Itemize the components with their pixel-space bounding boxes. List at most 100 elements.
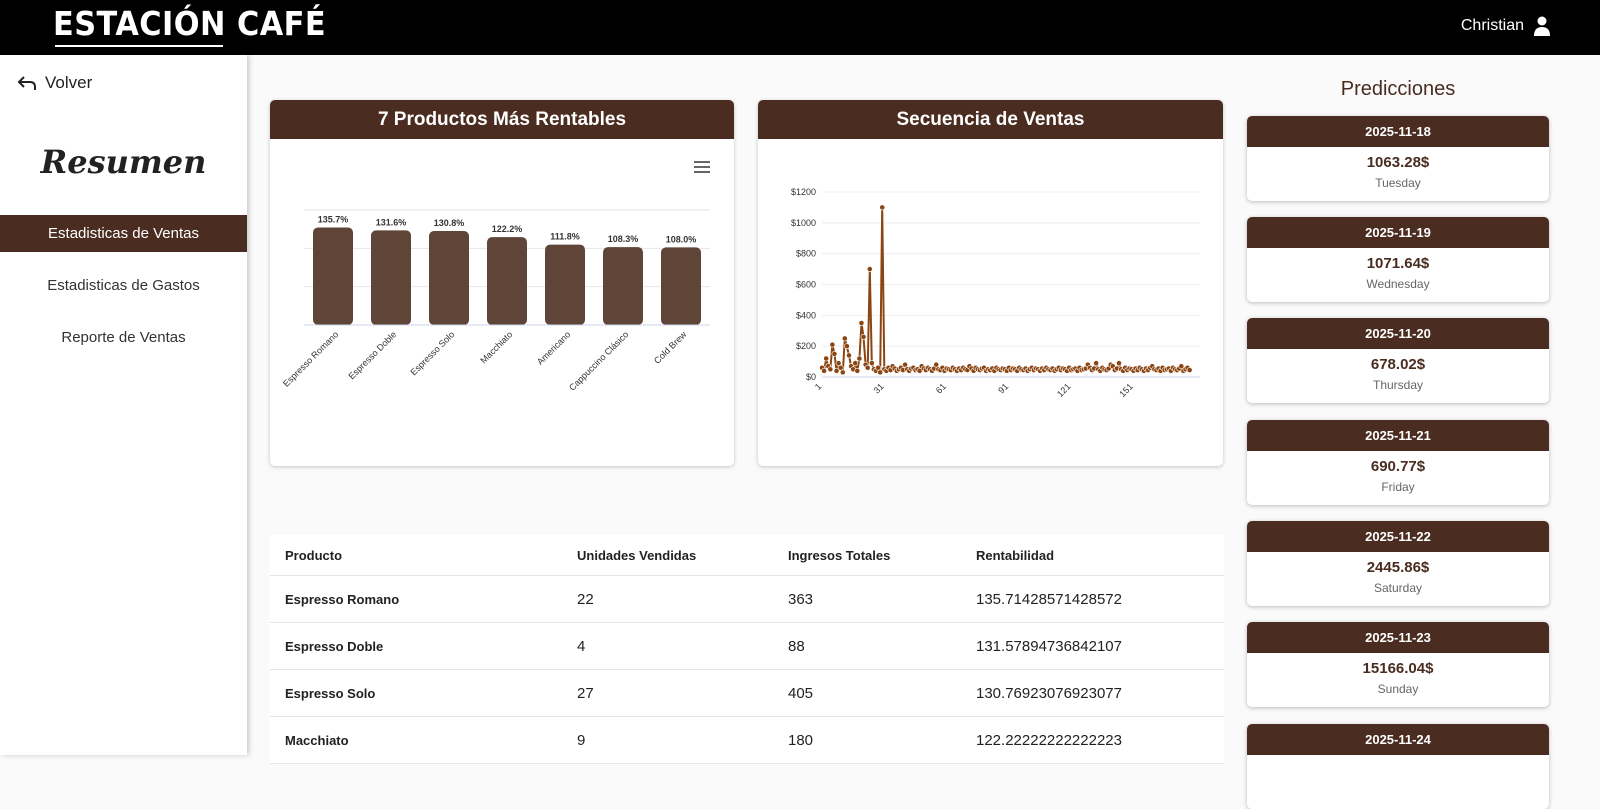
chart-menu-icon[interactable] (694, 158, 710, 176)
logo[interactable]: ESTACIÓN CAFÉ (53, 4, 327, 43)
y-tick-label: $1200 (791, 187, 816, 197)
x-tick-label: 61 (934, 381, 948, 395)
sidebar-item-reporte-ventas[interactable]: Reporte de Ventas (61, 329, 186, 346)
bar (661, 247, 701, 325)
bar (545, 244, 585, 325)
data-point (875, 364, 881, 371)
data-point (1178, 363, 1185, 370)
table-row: Espresso Romano 22 363 135.7142857142857… (270, 576, 1224, 623)
bar-data-label: 130.8% (434, 218, 465, 228)
bar-data-label: 108.3% (608, 234, 639, 244)
data-point (902, 361, 908, 368)
bar-data-label: 122.2% (492, 224, 523, 234)
cell-rentabilidad: 135.71428571428572 (976, 590, 1122, 608)
sidebar: Volver Resumen Estadisticas de Ventas Es… (0, 55, 247, 755)
back-label: Volver (45, 73, 93, 92)
data-point (831, 350, 838, 357)
x-tick-label: Espresso Doble (346, 329, 398, 381)
y-tick-label: $200 (796, 341, 816, 351)
cell-ingresos: 363 (788, 590, 814, 608)
x-tick-label: Cold Brew (652, 329, 689, 366)
prediction-date: 2025-11-19 (1247, 217, 1549, 248)
data-point (854, 367, 861, 374)
user-name: Christian (1460, 17, 1524, 34)
prediction-card: 2025-11-19 1071.64$ Wednesday (1247, 217, 1549, 302)
data-point (879, 204, 886, 211)
prediction-day: Wednesday (1366, 277, 1430, 291)
back-arrow-icon (17, 76, 36, 90)
sales-table: Producto Unidades Vendidas Ingresos Tota… (270, 535, 1224, 764)
data-point (844, 343, 850, 350)
bar-data-label: 135.7% (318, 214, 349, 224)
x-tick-label: Cappuccino Clásico (567, 329, 630, 392)
bar (487, 237, 527, 325)
prediction-card: 2025-11-20 678.02$ Thursday (1247, 318, 1549, 403)
prediction-value: 1063.28$ (1366, 154, 1430, 171)
sidebar-item-estadisticas-gastos[interactable]: Estadisticas de Gastos (47, 277, 200, 294)
prediction-day: Thursday (1372, 378, 1424, 392)
table-row: Macchiato 9 180 122.22222222222223 (270, 717, 1224, 764)
x-tick-label: 121 (1055, 381, 1073, 399)
y-tick-label: $800 (796, 249, 816, 259)
sales-series-line (821, 207, 1191, 374)
y-tick-label: $0 (806, 372, 816, 382)
data-point (852, 360, 859, 367)
data-point (823, 355, 830, 362)
data-point (877, 369, 884, 376)
data-point (837, 364, 844, 371)
table-header-unidades: Unidades Vendidas (577, 547, 697, 563)
cell-unidades: 9 (577, 731, 586, 749)
user-icon (1534, 16, 1550, 36)
prediction-date: 2025-11-21 (1247, 420, 1549, 451)
data-point (1116, 360, 1122, 367)
table-header-producto: Producto (285, 547, 343, 563)
prediction-date: 2025-11-20 (1247, 318, 1549, 349)
sidebar-item-estadisticas-ventas[interactable]: Estadisticas de Ventas (0, 215, 247, 252)
cell-ingresos: 180 (788, 731, 814, 749)
top-bar: ESTACIÓN CAFÉ Christian (0, 0, 1600, 55)
prediction-date: 2025-11-24 (1247, 724, 1549, 755)
cell-rentabilidad: 131.57894736842107 (976, 637, 1122, 655)
data-point (864, 364, 871, 371)
cell-unidades: 4 (577, 637, 586, 655)
cell-producto: Espresso Romano (285, 591, 400, 607)
data-point (835, 360, 842, 367)
prediction-day: Sunday (1377, 682, 1419, 696)
table-header-row: Producto Unidades Vendidas Ingresos Tota… (270, 535, 1224, 576)
data-point (833, 367, 840, 374)
line-chart-card: Secuencia de Ventas $0 $200 $400 $600 $800 $1… (758, 100, 1223, 466)
bar-chart-card: 7 Productos Más Rentables 135.7% Espresso… (270, 100, 734, 466)
table-row: Espresso Doble 4 88 131.57894736842107 (270, 623, 1224, 670)
prediction-day: Friday (1381, 480, 1415, 494)
data-point (827, 366, 834, 373)
bar-data-label: 108.0% (666, 234, 697, 244)
sidebar-title: Resumen (40, 143, 207, 181)
cell-unidades: 22 (577, 590, 594, 608)
prediction-value: 15166.04$ (1362, 660, 1434, 677)
x-tick-label: Americano (535, 329, 572, 366)
cell-producto: Espresso Doble (285, 638, 384, 654)
prediction-card: 2025-11-24 (1247, 724, 1549, 809)
data-point (846, 352, 852, 359)
prediction-value: 678.02$ (1370, 356, 1426, 373)
bar (429, 230, 469, 325)
data-point (821, 367, 827, 374)
bar-data-label: 111.8% (550, 232, 580, 242)
prediction-card: 2025-11-23 15166.04$ Sunday (1247, 622, 1549, 707)
bar (313, 227, 353, 325)
cell-rentabilidad: 122.22222222222223 (976, 731, 1122, 749)
bar-data-label: 131.6% (376, 217, 407, 227)
table-header-rentabilidad: Rentabilidad (976, 547, 1055, 563)
x-tick-label: Espresso Romano (281, 329, 340, 388)
data-point (856, 355, 863, 362)
data-point (829, 341, 836, 348)
x-tick-label: Espresso Solo (408, 329, 456, 377)
data-point (1186, 367, 1193, 373)
x-tick-label: 31 (872, 381, 886, 395)
data-point (866, 266, 873, 272)
back-button[interactable]: Volver (17, 73, 92, 93)
user-menu[interactable]: Christian (1461, 16, 1550, 36)
line-chart: $0 $200 $400 $600 $800 $1000 $1200 1 31 61 91 121 15… (791, 187, 1200, 399)
prediction-date: 2025-11-22 (1247, 521, 1549, 552)
x-tick-label: Macchiato (478, 329, 514, 365)
